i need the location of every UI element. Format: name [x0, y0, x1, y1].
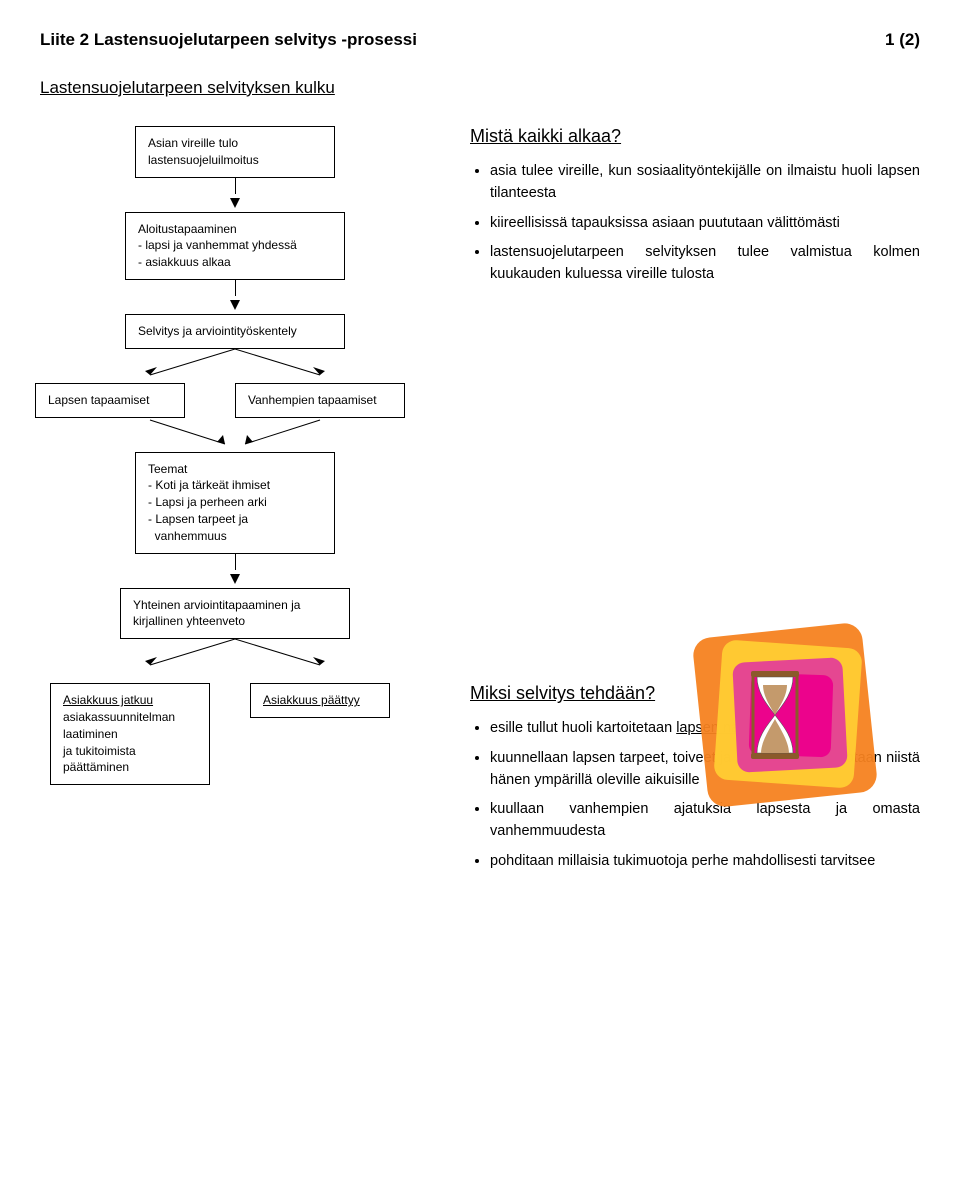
sub-title: Lastensuojelutarpeen selvityksen kulku — [40, 78, 920, 98]
box6-l4: vanhemmuus — [148, 528, 322, 545]
flow-box-aloitus: Aloitustapaaminen - lapsi ja vanhemmat y… — [125, 212, 345, 280]
page-number: 1 (2) — [885, 30, 920, 50]
info2-b1-pre: esille tullut huoli kartoitetaan — [490, 720, 676, 736]
box6-l1: - Koti ja tärkeät ihmiset — [148, 477, 322, 494]
arrow — [230, 280, 240, 314]
arrow-split-2 — [95, 639, 375, 673]
box8-l3: ja tukitoimista — [63, 743, 197, 760]
flow-box-vireille: Asian vireille tulo lastensuojeluilmoitu… — [135, 126, 335, 178]
flow-box-lapsen: Lapsen tapaamiset — [35, 383, 185, 418]
box8-l4: päättäminen — [63, 759, 197, 776]
flow-box-vanhempien: Vanhempien tapaamiset — [235, 383, 405, 418]
arrow — [230, 178, 240, 212]
info1-b3: lastensuojelutarpeen selvityksen tulee v… — [490, 242, 920, 286]
flow-box-jatkuu: Asiakkuus jatkuu asiakassuunnitelman laa… — [50, 683, 210, 785]
arrow-split — [95, 349, 375, 383]
arrow — [230, 554, 240, 588]
page-title: Liite 2 Lastensuojelutarpeen selvitys -p… — [40, 30, 920, 50]
flow-box-yhteinen: Yhteinen arviointitapaaminen ja kirjalli… — [120, 588, 350, 640]
title-text: Liite 2 Lastensuojelutarpeen selvitys -p… — [40, 30, 417, 50]
info1-b2: kiireellisissä tapauksissa asiaan puutut… — [490, 213, 920, 235]
info1-heading: Mistä kaikki alkaa? — [470, 126, 920, 147]
arrow-merge — [95, 418, 375, 452]
box8-l2: laatiminen — [63, 726, 197, 743]
flow-box-teemat: Teemat - Koti ja tärkeät ihmiset - Lapsi… — [135, 452, 335, 554]
info2-b4: pohditaan millaisia tukimuotoja perhe ma… — [490, 851, 920, 873]
info-column-1: Mistä kaikki alkaa? asia tulee vireille,… — [470, 126, 920, 673]
box8-title: Asiakkuus jatkuu — [63, 692, 197, 709]
flow-box-paattyy: Asiakkuus päättyy — [250, 683, 390, 718]
flowchart-column: Asian vireille tulo lastensuojeluilmoitu… — [40, 126, 430, 673]
flow-box-selvitys: Selvitys ja arviointityöskentely — [125, 314, 345, 349]
outcome-boxes: Asiakkuus jatkuu asiakassuunnitelman laa… — [40, 683, 430, 785]
box8-l1: asiakassuunnitelman — [63, 709, 197, 726]
box6-l2: - Lapsi ja perheen arki — [148, 494, 322, 511]
box6-l3: - Lapsen tarpeet ja — [148, 511, 322, 528]
box2-l1: - lapsi ja vanhemmat yhdessä — [138, 237, 332, 254]
info1-list: asia tulee vireille, kun sosiaalityöntek… — [470, 161, 920, 286]
box2-title: Aloitustapaaminen — [138, 221, 332, 238]
hourglass-graphic — [680, 620, 900, 820]
box6-title: Teemat — [148, 461, 322, 478]
columns: Asian vireille tulo lastensuojeluilmoitu… — [40, 126, 920, 673]
row-tapaamiset: Lapsen tapaamiset Vanhempien tapaamiset — [40, 383, 430, 418]
box9: Asiakkuus päättyy — [263, 693, 360, 707]
box2-l2: - asiakkuus alkaa — [138, 254, 332, 271]
info1-b1: asia tulee vireille, kun sosiaalityöntek… — [490, 161, 920, 205]
